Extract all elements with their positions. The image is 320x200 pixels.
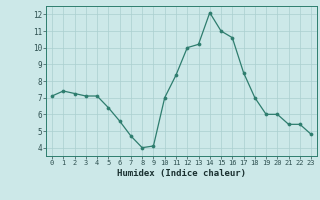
X-axis label: Humidex (Indice chaleur): Humidex (Indice chaleur) xyxy=(117,169,246,178)
